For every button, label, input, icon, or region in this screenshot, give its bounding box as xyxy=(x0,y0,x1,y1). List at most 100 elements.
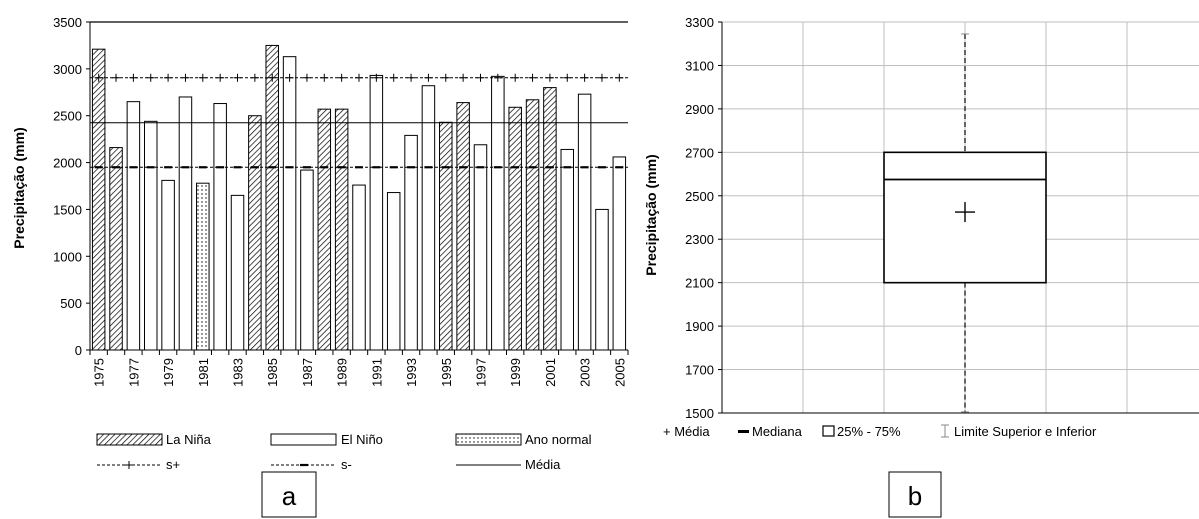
chart-b-y-tick-label: 3300 xyxy=(685,15,714,30)
chart-b-y-tick-label: 1700 xyxy=(685,363,714,378)
legend-label-ano-normal: Ano normal xyxy=(525,432,592,447)
chart-b: 1500 1700 1900 2100 2300 2500 2700 2900 3100 3300… xyxy=(643,15,1199,518)
chart-a-x-tick-label: 1987 xyxy=(300,358,315,387)
chart-b-y-tick-label: 1500 xyxy=(685,406,714,421)
chart-b-y-tick-label: 3100 xyxy=(685,58,714,73)
chart-a-bar-2005 xyxy=(612,156,627,351)
chart-a-y-tick-label: 3500 xyxy=(53,15,82,30)
chart-a-bar-1979 xyxy=(161,179,175,351)
legend-swatch-ano-normal xyxy=(455,433,522,446)
chart-a-bars xyxy=(91,44,627,351)
chart-a-y-tick-label: 1000 xyxy=(53,249,82,264)
legend-swatch-el-nino xyxy=(270,433,337,446)
legend-label-media-b: + Média xyxy=(663,424,710,439)
chart-b-y-axis-label: Precipitação (mm) xyxy=(643,154,659,275)
chart-a-x-tick-label: 1985 xyxy=(265,358,280,387)
chart-a-bar-1980 xyxy=(178,96,193,351)
chart-a-bar-1998 xyxy=(491,75,505,351)
chart-a-x-tick-label: 1993 xyxy=(404,358,419,387)
chart-a-x-tick-label: 1989 xyxy=(335,358,350,387)
chart-a-bar-2002 xyxy=(560,148,575,351)
legend-swatch-limites xyxy=(941,424,949,438)
chart-b-axes xyxy=(721,22,1199,414)
chart-b-boxplot xyxy=(883,33,1047,413)
chart-a-x-tick-label: 1981 xyxy=(196,358,211,387)
chart-a-bar-1981 xyxy=(196,182,210,351)
chart-a-bar-1989 xyxy=(334,108,349,351)
chart-a-axes xyxy=(89,22,629,355)
chart-a-bar-1996 xyxy=(456,102,470,351)
chart-a-x-tick-label: 2001 xyxy=(543,358,558,387)
chart-a-bar-1988 xyxy=(317,108,332,351)
chart-a-y-tick-label: 0 xyxy=(75,343,82,358)
chart-a-legend: La Niña El Niño Ano normal s+ s- Média xyxy=(96,432,592,472)
chart-a-x-tick-label: 2005 xyxy=(612,358,627,387)
chart-b-y-tick-label: 2700 xyxy=(685,145,714,160)
chart-a-bar-1985 xyxy=(265,44,279,351)
panel-label-b-box xyxy=(888,471,942,518)
chart-a-bar-2000 xyxy=(525,99,540,351)
chart-a-bar-1990 xyxy=(352,184,366,351)
chart-a-x-tick-labels: 1975 1977 1979 1981 1983 1985 1987 1989 1991 1993… xyxy=(92,358,628,387)
legend-label-mediana: Mediana xyxy=(752,424,803,439)
chart-a-y-tick-label: 3000 xyxy=(53,62,82,77)
chart-a-bar-1977 xyxy=(126,101,141,351)
chart-a-x-tick-label: 1995 xyxy=(439,358,454,387)
legend-swatch-la-nina xyxy=(96,433,163,446)
legend-label-el-nino: El Niño xyxy=(341,432,383,447)
legend-label-media: Média xyxy=(525,457,561,472)
legend-label-la-nina: La Niña xyxy=(166,432,212,447)
chart-b-y-tick-label: 2900 xyxy=(685,102,714,117)
chart-a-bar-1984 xyxy=(248,115,262,351)
chart-a-x-tick-label: 1997 xyxy=(473,358,488,387)
chart-a-bar-2001 xyxy=(543,87,557,351)
chart-b-y-tick-label: 2300 xyxy=(685,232,714,247)
chart-a-bar-1991 xyxy=(369,74,384,351)
chart-b-legend: + Média Mediana 25% - 75% Limite Superio… xyxy=(663,424,1097,439)
legend-swatch-quartis xyxy=(822,425,835,437)
panel-label-b: b xyxy=(908,481,922,511)
chart-a-x-tick-label: 1979 xyxy=(161,358,176,387)
chart-a-y-tick-label: 2000 xyxy=(53,156,82,171)
chart-a-y-tick-labels: 0 500 1000 1500 2000 2500 3000 3500 xyxy=(53,15,90,358)
chart-a-bar-1975 xyxy=(91,48,106,351)
chart-a-bar-1986 xyxy=(282,56,297,351)
chart-a-x-tick-label: 2003 xyxy=(578,358,593,387)
chart-a-x-tick-label: 1991 xyxy=(369,358,384,387)
chart-a-bar-1999 xyxy=(508,106,522,351)
legend-label-s-plus: s+ xyxy=(166,457,180,472)
chart-b-y-tick-labels: 1500 1700 1900 2100 2300 2500 2700 2900 3100 3300 xyxy=(685,15,722,421)
chart-a-bar-1992 xyxy=(386,192,401,351)
legend-label-limites: Limite Superior e Inferior xyxy=(954,424,1097,439)
panel-label-a: a xyxy=(282,481,297,511)
chart-a-bar-1997 xyxy=(473,144,488,351)
chart-b-mean-marker xyxy=(955,202,975,223)
legend-label-quartis: 25% - 75% xyxy=(837,424,901,439)
chart-a-bar-2004 xyxy=(595,208,609,351)
chart-a-y-tick-label: 1500 xyxy=(53,202,82,217)
chart-a-reference-lines xyxy=(90,21,628,169)
chart-a-x-tick-label: 1983 xyxy=(231,358,246,387)
chart-a-bar-1983 xyxy=(230,194,245,351)
chart-a-bar-1995 xyxy=(439,121,453,351)
chart-b-y-tick-label: 2500 xyxy=(685,189,714,204)
panel-label-a-box xyxy=(261,471,317,518)
chart-a-line-s_plus-markers xyxy=(94,73,624,82)
chart-a-x-tick-label: 1975 xyxy=(92,358,107,387)
legend-label-s-minus: s- xyxy=(341,457,352,472)
chart-a-x-tick-label: 1999 xyxy=(508,358,523,387)
chart-a-y-axis-label: Precipitação (mm) xyxy=(11,127,27,248)
chart-a-bar-1987 xyxy=(300,169,314,351)
chart-a-bar-1978 xyxy=(143,120,158,351)
chart-b-y-tick-label: 1900 xyxy=(685,319,714,334)
chart-a-bar-1976 xyxy=(109,147,123,351)
legend-line-s-plus xyxy=(97,461,162,469)
chart-a-bar-2003 xyxy=(577,93,592,351)
chart-b-y-tick-label: 2100 xyxy=(685,276,714,291)
legend-swatch-mediana xyxy=(738,430,749,433)
chart-a-y-tick-label: 500 xyxy=(60,296,82,311)
chart-a-x-tick-label: 1977 xyxy=(126,358,141,387)
chart-a-bar-1994 xyxy=(421,85,436,351)
